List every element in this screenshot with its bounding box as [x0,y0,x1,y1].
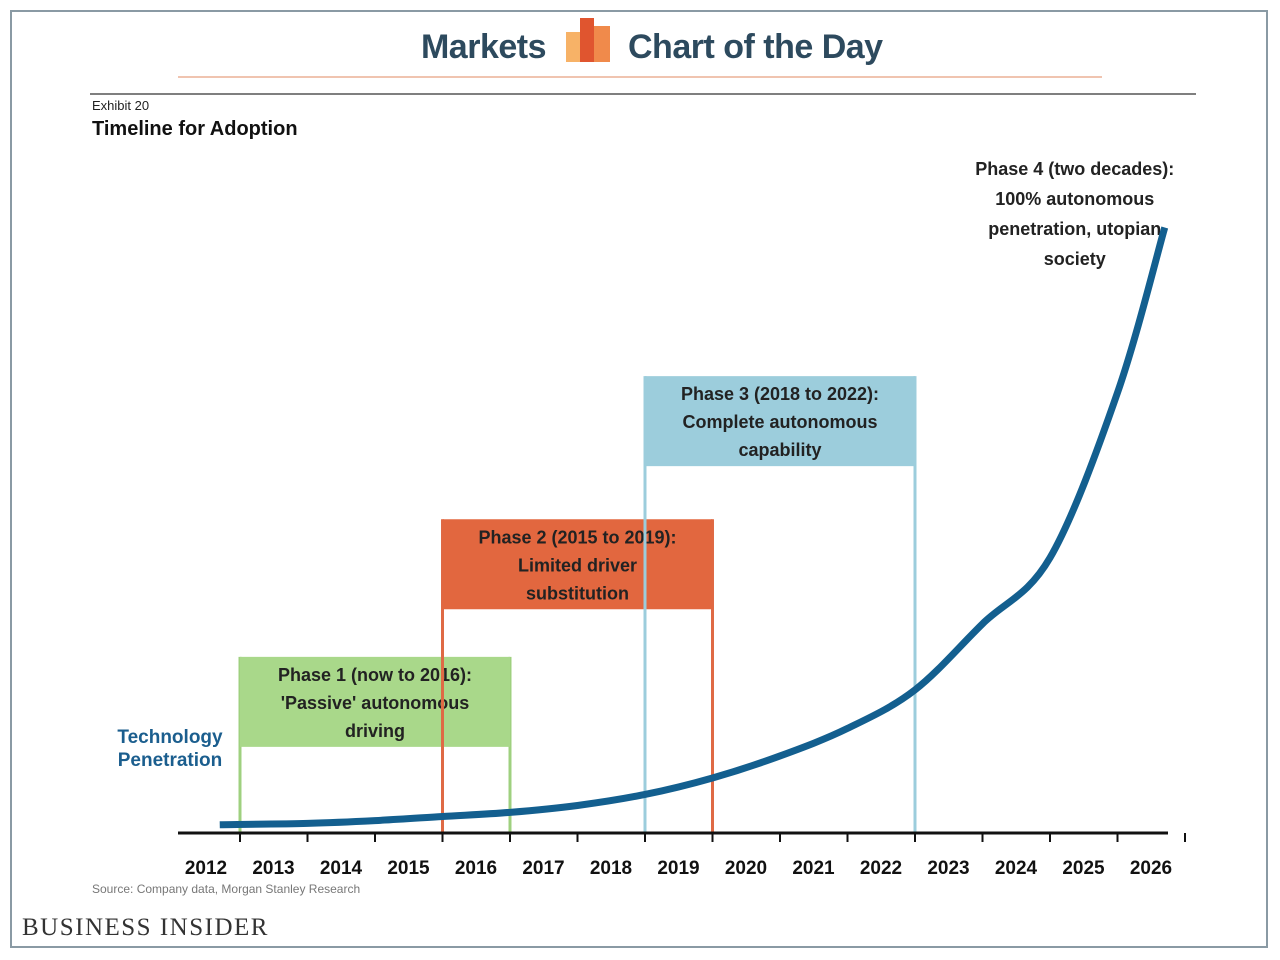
phase-1-label-line: driving [345,721,405,741]
phase-4-label-line: penetration, utopian [988,219,1161,239]
x-tick-label: 2012 [185,858,227,879]
exhibit-rule [90,93,1196,95]
phase-3-label-line: Complete autonomous [682,412,877,432]
header-markets-text: Markets [420,28,547,66]
business-insider-logo: BUSINESS INSIDER [22,914,269,941]
phase-3-box [645,376,915,467]
series-label: Technology [117,727,223,748]
phase-2-label-line: substitution [526,583,629,603]
series-label: Penetration [118,750,223,771]
phase-4-label-line: 100% autonomous [995,189,1154,209]
x-tick-label: 2023 [927,858,969,879]
phase-4-label-line: society [1044,249,1106,269]
source-note: Source: Company data, Morgan Stanley Res… [92,882,361,896]
phase-1-box [240,656,510,747]
phase-2-label-line: Limited driver [518,555,637,575]
x-tick-label: 2021 [792,858,835,879]
exhibit-label: Exhibit 20 [92,98,150,113]
x-tick-label: 2013 [252,858,294,879]
chart-frame [10,10,1268,948]
x-tick-label: 2024 [995,858,1038,879]
chart-title: Timeline for Adoption [92,118,298,140]
markets-logo-icon [566,18,610,62]
phase-2-box [442,519,713,610]
phase-2-label-line: Phase 2 (2015 to 2019): [478,527,676,547]
phase-3-label-line: capability [738,440,821,460]
x-tick-label: 2015 [387,858,430,879]
x-tick-label: 2020 [725,858,767,879]
x-tick-label: 2025 [1062,858,1105,879]
header-chart-of-the-day-text: Chart of the Day [628,28,883,66]
x-tick-label: 2017 [522,858,564,879]
phase-3-label-line: Phase 3 (2018 to 2022): [681,384,879,404]
x-tick-label: 2018 [590,858,632,879]
x-tick-label: 2019 [657,858,699,879]
technology-penetration-line [219,226,1169,829]
phase-4-label-line: Phase 4 (two decades): [975,159,1174,179]
x-tick-label: 2022 [860,858,902,879]
header-rule [178,76,1102,78]
header: Markets Chart of the Day [0,18,1280,78]
phase-1-label-line: Phase 1 (now to 2016): [278,665,472,685]
x-tick-label: 2026 [1130,858,1172,879]
x-tick-label: 2014 [320,858,363,879]
phase-1-label-line: 'Passive' autonomous [281,693,470,713]
x-tick-label: 2016 [455,858,497,879]
